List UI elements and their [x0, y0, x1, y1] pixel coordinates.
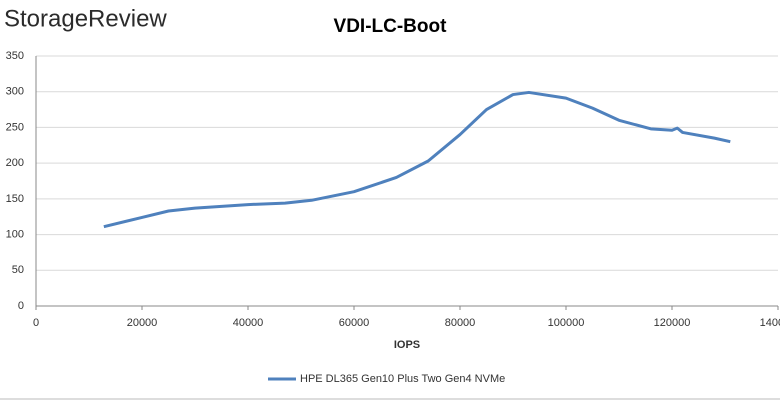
x-axis-title: IOPS: [394, 339, 420, 351]
y-tick-label: 350: [6, 50, 24, 62]
logo: StorageReview: [4, 5, 167, 32]
x-tick-label: 40000: [233, 317, 264, 329]
y-tick-label: 250: [6, 121, 24, 133]
chart-title: VDI-LC-Boot: [334, 16, 448, 37]
y-tick-label: 100: [6, 228, 24, 240]
y-tick-label: 0: [18, 300, 24, 312]
x-tick-label: 60000: [339, 317, 370, 329]
x-tick-label: 0: [33, 317, 39, 329]
x-tick-label: 120000: [654, 317, 691, 329]
y-tick-label: 300: [6, 86, 24, 98]
data-line: [103, 90, 731, 229]
x-tick-label: 20000: [127, 317, 158, 329]
y-tick-label: 50: [12, 264, 24, 276]
legend-label: HPE DL365 Gen10 Plus Two Gen4 NVMe: [300, 373, 505, 385]
y-tick-label: 200: [6, 157, 24, 169]
x-tick-label: 80000: [445, 317, 476, 329]
x-tick-label: 140000: [760, 317, 780, 329]
x-tick-label: 100000: [548, 317, 585, 329]
y-tick-label: 150: [6, 193, 24, 205]
